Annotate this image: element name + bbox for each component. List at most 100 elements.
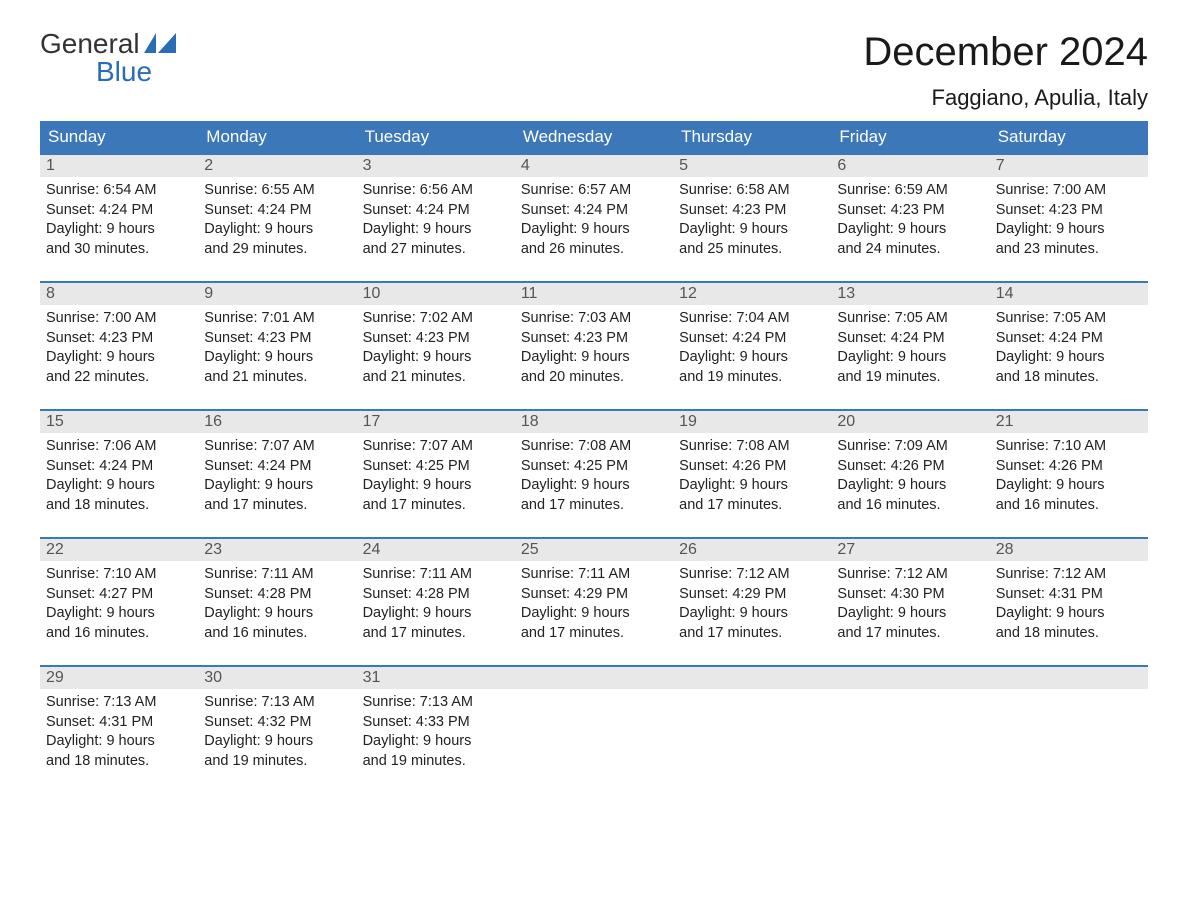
weekday-header-row: Sunday Monday Tuesday Wednesday Thursday…: [40, 121, 1148, 154]
sunrise-line: Sunrise: 6:55 AM: [204, 181, 350, 201]
sunrise-line: Sunrise: 7:12 AM: [837, 565, 983, 585]
daylight-line-1: Daylight: 9 hours: [996, 604, 1142, 624]
daylight-line-1: Daylight: 9 hours: [204, 220, 350, 240]
weekday-header: Wednesday: [515, 121, 673, 154]
day-number: 8: [40, 283, 198, 305]
weekday-header: Thursday: [673, 121, 831, 154]
calendar-day-cell: 19Sunrise: 7:08 AMSunset: 4:26 PMDayligh…: [673, 410, 831, 538]
sunset-line: Sunset: 4:23 PM: [204, 329, 350, 349]
sunrise-line: Sunrise: 6:58 AM: [679, 181, 825, 201]
sunrise-line: Sunrise: 7:00 AM: [46, 309, 192, 329]
sunrise-line: Sunrise: 7:01 AM: [204, 309, 350, 329]
sunrise-line: Sunrise: 7:08 AM: [521, 437, 667, 457]
calendar-day-cell: 23Sunrise: 7:11 AMSunset: 4:28 PMDayligh…: [198, 538, 356, 666]
day-number: 14: [990, 283, 1148, 305]
logo-word-1: General: [40, 30, 140, 58]
daylight-line-1: Daylight: 9 hours: [363, 220, 509, 240]
day-number: 13: [831, 283, 989, 305]
day-number: [831, 667, 989, 689]
daylight-line-1: Daylight: 9 hours: [204, 732, 350, 752]
sunset-line: Sunset: 4:30 PM: [837, 585, 983, 605]
sunrise-line: Sunrise: 7:09 AM: [837, 437, 983, 457]
location: Faggiano, Apulia, Italy: [863, 85, 1148, 111]
daylight-line-2: and 23 minutes.: [996, 240, 1142, 260]
sunrise-line: Sunrise: 7:02 AM: [363, 309, 509, 329]
page-header: General Blue December 2024 Faggiano, Apu…: [40, 30, 1148, 111]
sunset-line: Sunset: 4:23 PM: [521, 329, 667, 349]
day-number: 29: [40, 667, 198, 689]
daylight-line-1: Daylight: 9 hours: [837, 476, 983, 496]
calendar-day-cell: 3Sunrise: 6:56 AMSunset: 4:24 PMDaylight…: [357, 154, 515, 282]
day-body: Sunrise: 7:05 AMSunset: 4:24 PMDaylight:…: [990, 305, 1148, 393]
day-body: Sunrise: 6:57 AMSunset: 4:24 PMDaylight:…: [515, 177, 673, 265]
day-body: Sunrise: 7:06 AMSunset: 4:24 PMDaylight:…: [40, 433, 198, 521]
daylight-line-1: Daylight: 9 hours: [679, 604, 825, 624]
calendar-week-row: 15Sunrise: 7:06 AMSunset: 4:24 PMDayligh…: [40, 410, 1148, 538]
sunset-line: Sunset: 4:24 PM: [46, 201, 192, 221]
logo-icon: [144, 30, 176, 58]
calendar-day-cell: 29Sunrise: 7:13 AMSunset: 4:31 PMDayligh…: [40, 666, 198, 794]
day-number: 15: [40, 411, 198, 433]
calendar-week-row: 1Sunrise: 6:54 AMSunset: 4:24 PMDaylight…: [40, 154, 1148, 282]
sunset-line: Sunset: 4:31 PM: [46, 713, 192, 733]
daylight-line-2: and 18 minutes.: [46, 752, 192, 772]
day-number: 23: [198, 539, 356, 561]
day-number: [990, 667, 1148, 689]
daylight-line-1: Daylight: 9 hours: [204, 476, 350, 496]
day-number: 28: [990, 539, 1148, 561]
daylight-line-1: Daylight: 9 hours: [363, 348, 509, 368]
sunrise-line: Sunrise: 7:07 AM: [363, 437, 509, 457]
daylight-line-2: and 26 minutes.: [521, 240, 667, 260]
sunset-line: Sunset: 4:28 PM: [363, 585, 509, 605]
day-number: 30: [198, 667, 356, 689]
sunrise-line: Sunrise: 7:13 AM: [204, 693, 350, 713]
sunrise-line: Sunrise: 7:11 AM: [521, 565, 667, 585]
day-number: 24: [357, 539, 515, 561]
day-number: 17: [357, 411, 515, 433]
sunrise-line: Sunrise: 7:08 AM: [679, 437, 825, 457]
daylight-line-1: Daylight: 9 hours: [521, 604, 667, 624]
day-number: 20: [831, 411, 989, 433]
sunset-line: Sunset: 4:26 PM: [996, 457, 1142, 477]
sunrise-line: Sunrise: 7:13 AM: [46, 693, 192, 713]
sunset-line: Sunset: 4:27 PM: [46, 585, 192, 605]
day-body: Sunrise: 7:08 AMSunset: 4:25 PMDaylight:…: [515, 433, 673, 521]
day-number: 31: [357, 667, 515, 689]
day-body: [515, 689, 673, 699]
day-body: Sunrise: 7:00 AMSunset: 4:23 PMDaylight:…: [40, 305, 198, 393]
sunset-line: Sunset: 4:24 PM: [204, 457, 350, 477]
calendar-day-cell: 2Sunrise: 6:55 AMSunset: 4:24 PMDaylight…: [198, 154, 356, 282]
day-number: 7: [990, 155, 1148, 177]
sunrise-line: Sunrise: 6:59 AM: [837, 181, 983, 201]
day-body: Sunrise: 7:13 AMSunset: 4:31 PMDaylight:…: [40, 689, 198, 777]
calendar-day-cell: 13Sunrise: 7:05 AMSunset: 4:24 PMDayligh…: [831, 282, 989, 410]
daylight-line-2: and 25 minutes.: [679, 240, 825, 260]
sunrise-line: Sunrise: 7:13 AM: [363, 693, 509, 713]
sunrise-line: Sunrise: 7:10 AM: [46, 565, 192, 585]
calendar-day-cell: 6Sunrise: 6:59 AMSunset: 4:23 PMDaylight…: [831, 154, 989, 282]
day-body: Sunrise: 7:03 AMSunset: 4:23 PMDaylight:…: [515, 305, 673, 393]
calendar-day-cell: 9Sunrise: 7:01 AMSunset: 4:23 PMDaylight…: [198, 282, 356, 410]
day-number: 11: [515, 283, 673, 305]
day-number: 21: [990, 411, 1148, 433]
day-number: [673, 667, 831, 689]
calendar-day-cell: 27Sunrise: 7:12 AMSunset: 4:30 PMDayligh…: [831, 538, 989, 666]
daylight-line-1: Daylight: 9 hours: [204, 604, 350, 624]
calendar-day-cell: [990, 666, 1148, 794]
sunset-line: Sunset: 4:25 PM: [521, 457, 667, 477]
daylight-line-2: and 18 minutes.: [46, 496, 192, 516]
sunrise-line: Sunrise: 6:54 AM: [46, 181, 192, 201]
day-body: Sunrise: 7:13 AMSunset: 4:33 PMDaylight:…: [357, 689, 515, 777]
daylight-line-2: and 17 minutes.: [679, 624, 825, 644]
sunset-line: Sunset: 4:25 PM: [363, 457, 509, 477]
sunset-line: Sunset: 4:28 PM: [204, 585, 350, 605]
daylight-line-2: and 18 minutes.: [996, 368, 1142, 388]
daylight-line-1: Daylight: 9 hours: [46, 604, 192, 624]
daylight-line-2: and 30 minutes.: [46, 240, 192, 260]
daylight-line-2: and 17 minutes.: [837, 624, 983, 644]
daylight-line-1: Daylight: 9 hours: [46, 348, 192, 368]
daylight-line-2: and 20 minutes.: [521, 368, 667, 388]
daylight-line-1: Daylight: 9 hours: [363, 732, 509, 752]
day-body: Sunrise: 7:07 AMSunset: 4:25 PMDaylight:…: [357, 433, 515, 521]
day-number: 22: [40, 539, 198, 561]
